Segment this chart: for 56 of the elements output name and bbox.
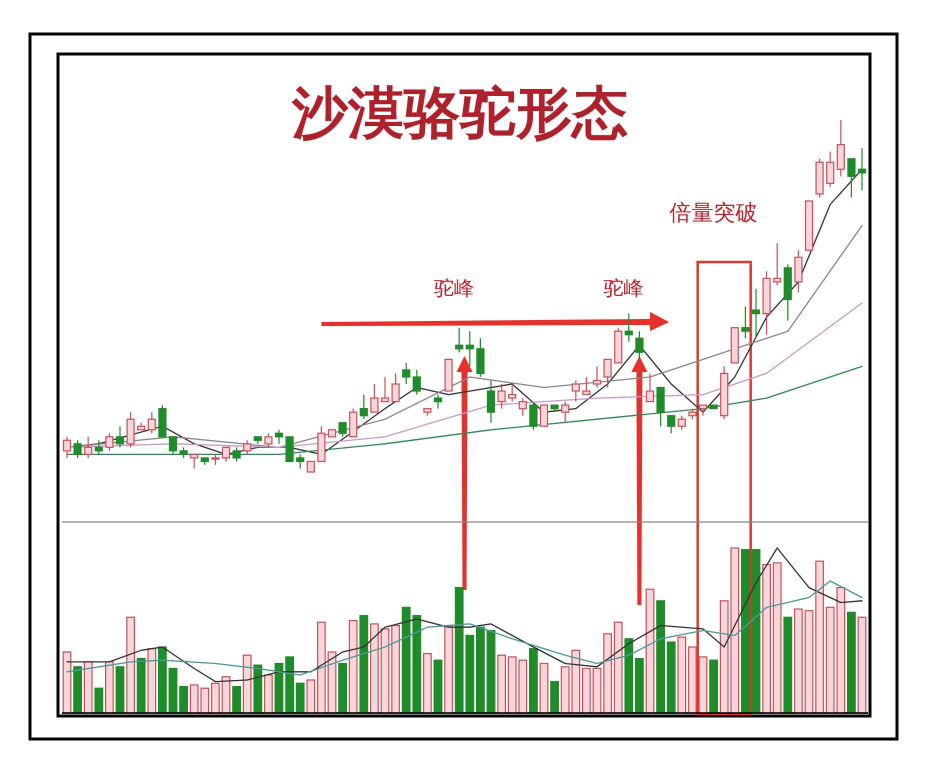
bar: [338, 662, 347, 714]
annotation: 驼峰: [434, 276, 474, 300]
annotation: 倍量突破: [670, 201, 758, 226]
bar: [826, 606, 835, 714]
bar: [434, 660, 442, 714]
bar: [190, 684, 199, 714]
bar: [666, 641, 676, 714]
bar: [858, 616, 866, 714]
bar: [412, 615, 422, 714]
bar: [105, 661, 114, 714]
bar: [136, 658, 146, 714]
bar: [635, 658, 644, 714]
bar: [720, 600, 729, 714]
bar: [571, 650, 580, 714]
bar: [402, 606, 411, 714]
bar: [94, 688, 104, 714]
bar: [560, 666, 570, 714]
bar: [73, 666, 82, 714]
bar: [232, 686, 241, 714]
bar: [550, 681, 559, 714]
bar: [656, 600, 665, 714]
chart-title: 沙漠骆驼形态: [291, 80, 628, 146]
bar: [116, 666, 124, 714]
bar: [126, 616, 135, 714]
bar: [497, 654, 506, 714]
bar: [624, 638, 634, 714]
bar: [253, 664, 262, 714]
bar: [242, 654, 252, 714]
bar: [147, 648, 156, 714]
bar: [540, 662, 548, 714]
bar: [783, 616, 792, 714]
bar: [465, 634, 474, 714]
bar: [518, 660, 528, 714]
bar: [772, 562, 782, 714]
bar: [454, 587, 464, 714]
bar: [646, 588, 654, 714]
bar: [836, 587, 846, 714]
bar: [508, 656, 517, 714]
bar: [444, 624, 453, 714]
bar: [62, 651, 72, 714]
bar: [359, 615, 368, 714]
bar: [614, 622, 623, 714]
bar: [423, 653, 432, 714]
bar: [529, 648, 538, 714]
bar: [847, 612, 856, 714]
bar: [677, 636, 686, 714]
annotation: 驼峰: [604, 276, 644, 300]
bar: [348, 620, 358, 714]
bar: [200, 688, 210, 714]
bar: [264, 674, 273, 714]
bar: [296, 682, 305, 714]
bar: [84, 661, 93, 714]
bar: [306, 679, 316, 714]
bar: [762, 564, 771, 714]
bar: [709, 660, 718, 714]
bar: [730, 547, 740, 714]
